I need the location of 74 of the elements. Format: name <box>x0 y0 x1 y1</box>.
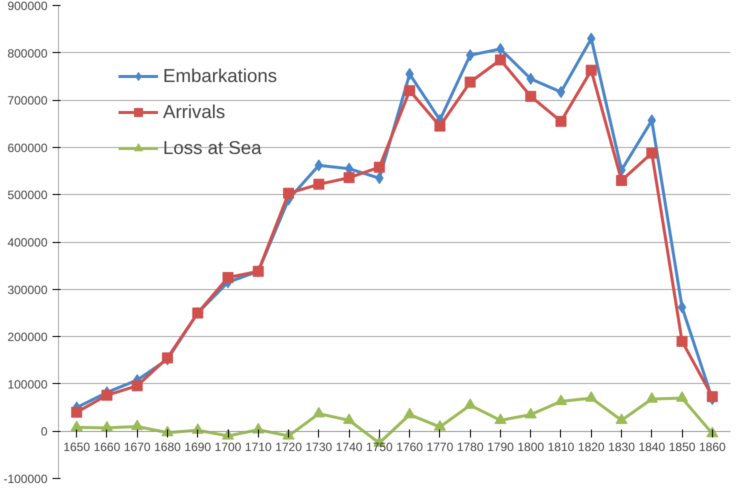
point <box>71 406 82 418</box>
y-tick-label: 0 <box>40 424 48 439</box>
point <box>222 272 234 283</box>
x-tick-label: 1720 <box>275 440 302 454</box>
point <box>283 188 294 199</box>
x-tick-label: 1830 <box>608 440 636 454</box>
point <box>132 380 143 392</box>
point <box>585 391 598 402</box>
x-tick-label: 1700 <box>214 440 242 454</box>
x-tick-label: 1710 <box>244 440 272 454</box>
x-tick-label: 1670 <box>124 440 151 454</box>
point <box>434 120 446 132</box>
point <box>313 178 324 190</box>
point <box>616 413 628 424</box>
x-tick-label: 1840 <box>638 440 666 454</box>
x-tick-label: 1800 <box>517 440 544 454</box>
x-tick-label: 1860 <box>698 440 726 454</box>
x-tick-label: 1730 <box>305 440 332 454</box>
point <box>464 76 476 88</box>
point <box>586 64 597 76</box>
point <box>646 392 658 403</box>
point <box>494 54 506 66</box>
x-tick-label: 1650 <box>63 440 90 454</box>
y-tick-label: 800000 <box>7 46 48 60</box>
y-tick-label: 100000 <box>7 377 48 392</box>
x-tick-label: 1810 <box>548 440 575 454</box>
y-tick-label: 400000 <box>7 236 48 250</box>
x-tick-label: 1760 <box>396 440 424 454</box>
point <box>312 406 325 418</box>
y-tick-label: 600000 <box>7 140 48 155</box>
point <box>676 391 688 402</box>
y-tick-label: 700000 <box>7 94 48 108</box>
point <box>375 172 384 184</box>
point <box>464 398 476 409</box>
point <box>70 420 83 432</box>
x-tick-label: 1660 <box>94 440 121 454</box>
x-tick-label: 1690 <box>184 440 212 454</box>
point <box>706 391 718 402</box>
y-tick-label: 200000 <box>7 330 48 344</box>
point <box>343 413 356 424</box>
point <box>344 172 355 184</box>
point <box>494 413 506 424</box>
y-tick-label: -100000 <box>3 472 48 486</box>
legend-label: Embarkations <box>163 65 278 87</box>
point <box>556 86 566 98</box>
x-tick-label: 1680 <box>154 440 182 454</box>
point <box>524 408 537 418</box>
x-tick-label: 1740 <box>336 440 363 454</box>
x-tick-label: 1770 <box>426 440 454 454</box>
x-tick-label: 1790 <box>487 440 514 454</box>
y-tick-label: 300000 <box>7 282 48 297</box>
point <box>374 162 385 173</box>
x-tick-label: 1850 <box>668 440 696 454</box>
x-tick-label: 1780 <box>456 440 484 454</box>
legend-label: Arrivals <box>163 101 226 123</box>
point <box>101 390 112 401</box>
point <box>131 420 144 430</box>
point <box>555 116 566 127</box>
y-tick-label: 500000 <box>7 188 48 202</box>
y-tick-label: 900000 <box>7 0 48 13</box>
point <box>434 420 446 431</box>
point <box>678 301 686 314</box>
point <box>616 175 628 186</box>
legend-label: Loss at Sea <box>163 137 262 159</box>
point <box>554 394 567 406</box>
point <box>404 85 416 96</box>
point <box>646 148 658 159</box>
point <box>525 90 536 102</box>
point <box>404 408 416 418</box>
point <box>676 336 688 347</box>
x-tick-label: 1750 <box>366 440 394 454</box>
x-tick-label: 1820 <box>578 440 605 454</box>
point <box>405 68 414 80</box>
point <box>496 43 505 56</box>
